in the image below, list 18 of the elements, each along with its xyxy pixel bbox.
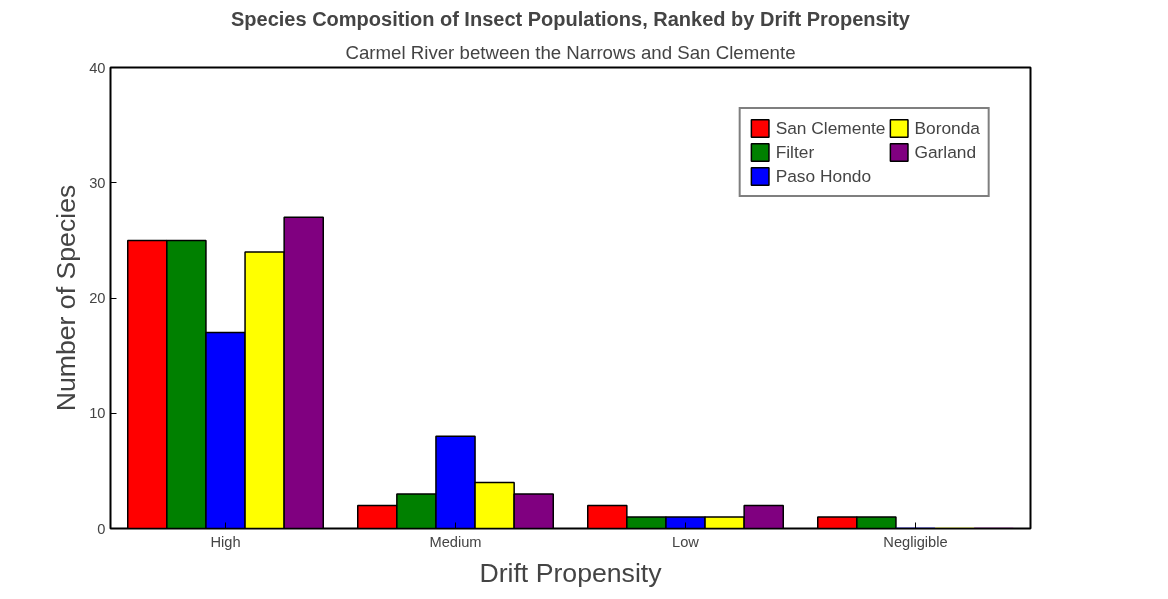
chart-subtitle: Carmel River between the Narrows and San Clemente xyxy=(345,41,796,63)
legend-label: San Clemente xyxy=(775,117,886,139)
x-tick-label: High xyxy=(210,533,241,550)
x-axis-title: Drift Propensity xyxy=(479,557,663,588)
x-tick-label: Low xyxy=(672,533,700,550)
legend-label: Paso Hondo xyxy=(775,165,872,187)
legend-label: Boronda xyxy=(914,117,980,139)
y-tick-label: 40 xyxy=(89,59,106,76)
x-tick-label: Negligible xyxy=(883,533,948,550)
x-tick-label: Medium xyxy=(429,533,482,550)
legend-label: Filter xyxy=(775,141,815,163)
y-tick-label: 30 xyxy=(89,174,106,191)
chart-title: Species Composition of Insect Populations, Ranked by Drift Propensity xyxy=(231,7,911,30)
y-axis-title: Number of Species xyxy=(51,184,82,412)
legend-label: Garland xyxy=(914,141,977,163)
y-tick-label: 10 xyxy=(89,405,106,422)
y-tick-label: 0 xyxy=(97,520,106,537)
y-tick-label: 20 xyxy=(89,290,106,306)
